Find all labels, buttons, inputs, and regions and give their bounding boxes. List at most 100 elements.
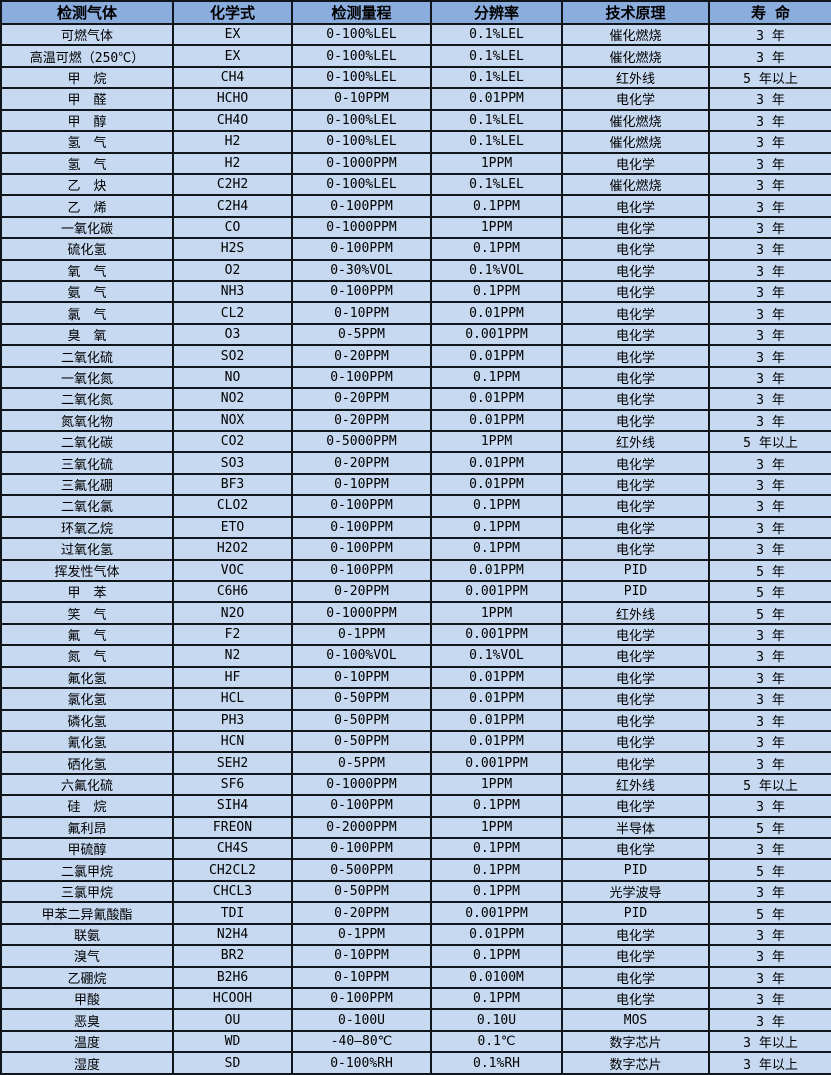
cell-formula: N2 xyxy=(172,644,293,668)
cell-lifespan: 3 年 xyxy=(708,387,831,411)
cell-resolution: 1PPM xyxy=(430,772,563,797)
cell-resolution: 0.01PPM xyxy=(430,451,563,475)
cell-formula: C2H2 xyxy=(172,172,293,197)
table-row: 乙 炔 C2H2 0-100%LEL 0.1%LEL 催化燃烧 3 年 xyxy=(0,172,831,197)
table-row: 甲苯二异氰酸酯 TDI 0-20PPM 0.001PPM PID 5 年 xyxy=(0,901,831,925)
table-row: 二氯甲烷 CH2CL2 0-500PPM 0.1PPM PID 5 年 xyxy=(0,858,831,882)
table-row: 挥发性气体 VOC 0-100PPM 0.01PPM PID 5 年 xyxy=(0,558,831,582)
cell-formula: EX xyxy=(172,22,293,47)
cell-range: 0-50PPM xyxy=(291,729,432,754)
cell-formula: NO2 xyxy=(172,387,293,411)
cell-gas-name: 高温可燃（250℃） xyxy=(0,44,174,68)
cell-formula: NO xyxy=(172,365,293,390)
table-row: 乙 烯 C2H4 0-100PPM 0.1PPM 电化学 3 年 xyxy=(0,194,831,218)
cell-range: 0-1000PPM xyxy=(291,772,432,797)
table-row: 二氧化碳 CO2 0-5000PPM 1PPM 红外线 5 年以上 xyxy=(0,429,831,454)
cell-principle: PID xyxy=(561,901,710,925)
table-row: 三氯甲烷 CHCL3 0-50PPM 0.1PPM 光学波导 3 年 xyxy=(0,879,831,904)
cell-gas-name: 氧 气 xyxy=(0,258,174,283)
cell-lifespan: 3 年 xyxy=(708,837,831,861)
cell-resolution: 1PPM xyxy=(430,815,563,840)
cell-gas-name: 氟 气 xyxy=(0,622,174,647)
cell-resolution: 0.001PPM xyxy=(430,901,563,925)
cell-formula: HCN xyxy=(172,729,293,754)
cell-range: 0-100%VOL xyxy=(291,644,432,668)
cell-resolution: 0.1PPM xyxy=(430,879,563,904)
column-header-range: 检测量程 xyxy=(291,0,432,25)
cell-range: 0-50PPM xyxy=(291,708,432,732)
cell-principle: 催化燃烧 xyxy=(561,22,710,47)
table-row: 氮氧化物 NOX 0-20PPM 0.01PPM 电化学 3 年 xyxy=(0,408,831,433)
cell-range: 0-100%LEL xyxy=(291,22,432,47)
cell-resolution: 0.1%LEL xyxy=(430,108,563,133)
table-row: 高温可燃（250℃） EX 0-100%LEL 0.1%LEL 催化燃烧 3 年 xyxy=(0,44,831,68)
cell-principle: 电化学 xyxy=(561,194,710,218)
cell-formula: OU xyxy=(172,1008,293,1032)
cell-formula: BF3 xyxy=(172,472,293,497)
cell-principle: 电化学 xyxy=(561,687,710,711)
table-row: 甲 醇 CH4O 0-100%LEL 0.1%LEL 催化燃烧 3 年 xyxy=(0,108,831,133)
cell-range: 0-100PPM xyxy=(291,494,432,518)
cell-resolution: 0.0100M xyxy=(430,965,563,990)
table-row: 氢 气 H2 0-1000PPM 1PPM 电化学 3 年 xyxy=(0,151,831,175)
cell-principle: 催化燃烧 xyxy=(561,44,710,68)
cell-gas-name: 臭 氧 xyxy=(0,322,174,347)
table-row: 一氧化碳 CO 0-1000PPM 1PPM 电化学 3 年 xyxy=(0,215,831,240)
cell-range: 0-100PPM xyxy=(291,837,432,861)
table-row: 甲酸 HCOOH 0-100PPM 0.1PPM 电化学 3 年 xyxy=(0,986,831,1011)
cell-formula: PH3 xyxy=(172,708,293,732)
cell-formula: C6H6 xyxy=(172,579,293,604)
table-row: 乙硼烷 B2H6 0-10PPM 0.0100M 电化学 3 年 xyxy=(0,965,831,990)
cell-gas-name: 乙 烯 xyxy=(0,194,174,218)
cell-lifespan: 3 年 xyxy=(708,944,831,968)
cell-lifespan: 3 年 xyxy=(708,151,831,175)
cell-formula: CO2 xyxy=(172,429,293,454)
cell-principle: 光学波导 xyxy=(561,879,710,904)
cell-lifespan: 3 年 xyxy=(708,922,831,947)
cell-lifespan: 3 年 xyxy=(708,472,831,497)
cell-resolution: 0.001PPM xyxy=(430,751,563,775)
cell-formula: H2 xyxy=(172,151,293,175)
table-row: 氰化氢 HCN 0-50PPM 0.01PPM 电化学 3 年 xyxy=(0,729,831,754)
cell-range: 0-20PPM xyxy=(291,579,432,604)
column-header-principle: 技术原理 xyxy=(561,0,710,25)
cell-resolution: 0.1PPM xyxy=(430,237,563,261)
cell-lifespan: 3 年 xyxy=(708,515,831,540)
table-row: 氟 气 F2 0-1PPM 0.001PPM 电化学 3 年 xyxy=(0,622,831,647)
cell-resolution: 0.1%LEL xyxy=(430,130,563,154)
cell-resolution: 0.01PPM xyxy=(430,922,563,947)
cell-gas-name: 恶臭 xyxy=(0,1008,174,1032)
cell-range: 0-10PPM xyxy=(291,301,432,325)
table-row: 联氨 N2H4 0-1PPM 0.01PPM 电化学 3 年 xyxy=(0,922,831,947)
cell-gas-name: 氟利昂 xyxy=(0,815,174,840)
header-row: 检测气体 化学式 检测量程 分辨率 技术原理 寿 命 xyxy=(0,0,831,25)
cell-gas-name: 氰化氢 xyxy=(0,729,174,754)
cell-resolution: 0.01PPM xyxy=(430,301,563,325)
cell-formula: CLO2 xyxy=(172,494,293,518)
cell-lifespan: 3 年 xyxy=(708,1008,831,1032)
cell-lifespan: 3 年 xyxy=(708,301,831,325)
cell-resolution: 0.1PPM xyxy=(430,858,563,882)
table-row: 二氧化氮 NO2 0-20PPM 0.01PPM 电化学 3 年 xyxy=(0,387,831,411)
cell-principle: 电化学 xyxy=(561,515,710,540)
cell-gas-name: 甲酸 xyxy=(0,986,174,1011)
cell-resolution: 0.01PPM xyxy=(430,387,563,411)
cell-gas-name: 过氧化氢 xyxy=(0,537,174,561)
table-row: 氯化氢 HCL 0-50PPM 0.01PPM 电化学 3 年 xyxy=(0,687,831,711)
table-row: 氧 气 O2 0-30%VOL 0.1%VOL 电化学 3 年 xyxy=(0,258,831,283)
cell-lifespan: 3 年 xyxy=(708,365,831,390)
cell-principle: 电化学 xyxy=(561,344,710,368)
cell-formula: O2 xyxy=(172,258,293,283)
cell-formula: N2O xyxy=(172,601,293,625)
cell-principle: 电化学 xyxy=(561,365,710,390)
cell-gas-name: 甲 醛 xyxy=(0,87,174,111)
cell-gas-name: 笑 气 xyxy=(0,601,174,625)
table-row: 氯 气 CL2 0-10PPM 0.01PPM 电化学 3 年 xyxy=(0,301,831,325)
cell-formula: HCL xyxy=(172,687,293,711)
table-row: 臭 氧 O3 0-5PPM 0.001PPM 电化学 3 年 xyxy=(0,322,831,347)
cell-range: 0-20PPM xyxy=(291,901,432,925)
cell-gas-name: 可燃气体 xyxy=(0,22,174,47)
table-row: 笑 气 N2O 0-1000PPM 1PPM 红外线 5 年 xyxy=(0,601,831,625)
cell-principle: 数字芯片 xyxy=(561,1029,710,1054)
